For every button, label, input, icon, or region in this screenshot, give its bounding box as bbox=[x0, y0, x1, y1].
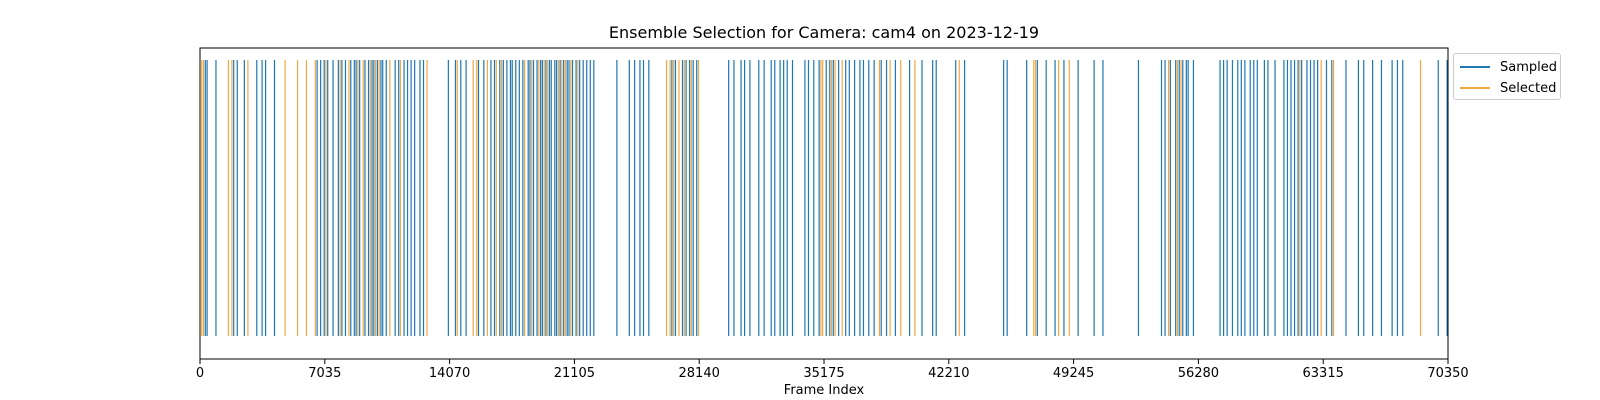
legend-item-selected: Selected bbox=[1460, 79, 1556, 97]
x-tick-label: 63315 bbox=[1303, 366, 1344, 381]
x-tick-label: 14070 bbox=[429, 366, 470, 381]
selected-series bbox=[201, 60, 1422, 336]
x-tick-label: 42210 bbox=[928, 366, 969, 381]
x-tick-label: 70350 bbox=[1427, 366, 1468, 381]
legend-label-selected: Selected bbox=[1500, 80, 1557, 96]
x-tick-label: 28140 bbox=[679, 366, 720, 381]
sampled-series bbox=[204, 60, 1448, 336]
x-axis: 0 7035 14070 21105 28140 35175 42210 49245 56280… bbox=[196, 359, 1469, 381]
plot-frame bbox=[199, 47, 1449, 360]
x-tick-label: 21105 bbox=[554, 366, 595, 381]
legend-label-sampled: Sampled bbox=[1500, 59, 1557, 75]
x-tick-label: 0 bbox=[196, 366, 204, 381]
legend-swatch-selected bbox=[1460, 87, 1490, 89]
x-tick-label: 35175 bbox=[803, 366, 844, 381]
x-tick-label: 56280 bbox=[1178, 366, 1219, 381]
legend-swatch-sampled bbox=[1460, 66, 1490, 68]
chart-title: Ensemble Selection for Camera: cam4 on 2… bbox=[608, 23, 1040, 42]
x-tick-label: 49245 bbox=[1053, 366, 1094, 381]
x-axis-label: Frame Index bbox=[783, 383, 865, 398]
legend: Sampled Selected bbox=[1453, 53, 1561, 100]
legend-item-sampled: Sampled bbox=[1460, 58, 1557, 76]
x-tick-label: 7035 bbox=[308, 366, 341, 381]
